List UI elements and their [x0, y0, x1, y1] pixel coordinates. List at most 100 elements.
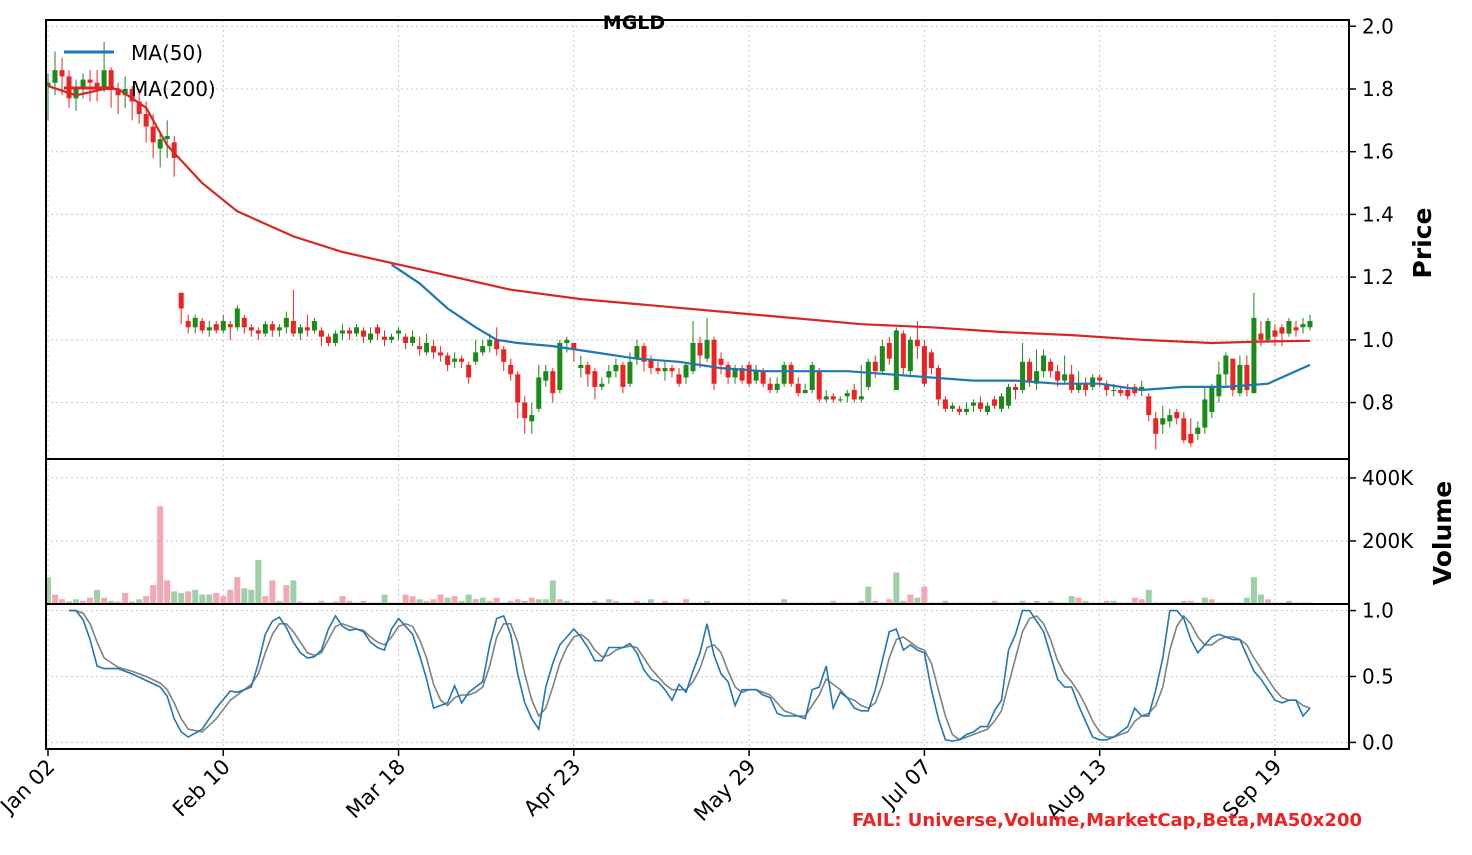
candle-body	[1048, 361, 1054, 372]
volume-bar	[402, 594, 409, 604]
candle-body	[1237, 364, 1243, 394]
volume-bar	[1068, 596, 1075, 604]
candle-body	[536, 377, 542, 409]
candle-body	[150, 126, 156, 143]
volume-bar	[991, 600, 998, 604]
volume-bar	[493, 597, 500, 604]
panel-frame-vol	[45, 458, 1350, 605]
volume-bar	[59, 599, 66, 604]
candle-body	[1300, 324, 1306, 328]
volume-bar	[1187, 600, 1194, 604]
candle-body	[164, 136, 170, 140]
candle-body	[830, 396, 836, 400]
candle-body	[515, 374, 521, 403]
volume-bar	[255, 559, 262, 604]
candle-body	[1244, 364, 1250, 391]
volume-bar	[1138, 599, 1145, 604]
candle-body	[445, 355, 451, 365]
volume-bar	[612, 600, 619, 604]
candle-body	[956, 408, 962, 412]
volume-bar	[80, 600, 87, 604]
candle-body	[725, 364, 731, 378]
candle-body	[1013, 386, 1019, 391]
candle-body	[1034, 371, 1040, 384]
candle-body	[655, 368, 661, 372]
candle-body	[907, 339, 913, 372]
candle-body	[304, 327, 310, 331]
x-tick-label: Jan 02	[0, 755, 60, 820]
volume-bar	[290, 580, 297, 604]
volume-bar	[900, 600, 907, 604]
candle-body	[690, 342, 696, 372]
candle-body	[501, 349, 507, 362]
candle-body	[473, 352, 479, 362]
y-tick-label: 1.8	[1362, 77, 1394, 101]
volume-bar	[157, 506, 164, 604]
candle-body	[984, 405, 990, 412]
volume-bar	[535, 599, 542, 604]
candle-body	[87, 79, 93, 83]
volume-bar	[549, 580, 556, 604]
candle-body	[648, 358, 654, 369]
volume-bar	[1285, 600, 1292, 604]
y-tick-label: 2.0	[1362, 14, 1394, 38]
candle-body	[108, 70, 114, 89]
volume-bar	[1075, 597, 1082, 604]
candle-body	[466, 364, 472, 378]
candle-body	[921, 346, 927, 384]
candle-body	[634, 346, 640, 359]
candle-body	[613, 364, 619, 372]
volume-bar	[1250, 577, 1257, 604]
candle-body	[1251, 317, 1257, 394]
volume-bar	[465, 594, 472, 604]
candle-body	[1027, 361, 1033, 381]
candle-body	[269, 324, 275, 331]
candle-body	[557, 342, 563, 391]
x-tick-label: May 29	[689, 755, 760, 826]
candlesticks	[45, 41, 1313, 450]
volume-bar	[872, 600, 879, 604]
volume-bar	[1243, 597, 1250, 604]
candle-body	[346, 330, 352, 334]
candle-body	[122, 88, 128, 96]
candle-body	[788, 364, 794, 384]
candle-body	[1160, 418, 1166, 425]
candle-body	[992, 399, 997, 406]
y-tick-label: 1.2	[1362, 265, 1394, 289]
volume-bar	[318, 600, 325, 604]
candle-body	[452, 358, 458, 362]
candle-body	[795, 383, 801, 394]
volume-bar	[150, 585, 157, 604]
volume-bar	[276, 600, 283, 604]
volume-bar	[101, 597, 108, 604]
candle-body	[438, 352, 444, 356]
candle-body	[375, 327, 381, 334]
candle-body	[1272, 330, 1278, 337]
candle-body	[879, 346, 885, 372]
volume-bar	[213, 592, 220, 604]
candle-body	[178, 292, 184, 309]
candle-body	[1279, 327, 1285, 334]
x-tick-label: Apr 23	[519, 755, 585, 821]
y-tick-label: 1.4	[1362, 202, 1394, 226]
candle-body	[1125, 390, 1131, 397]
candle-body	[1174, 411, 1180, 419]
y-tick-label: 0.0	[1362, 730, 1394, 754]
volume-bar	[521, 600, 528, 604]
candle-body	[332, 333, 338, 343]
candle-body	[970, 402, 976, 406]
candle-body	[585, 364, 591, 375]
volume-bar	[1110, 600, 1117, 604]
candle-body	[606, 371, 612, 378]
volume-bar	[591, 600, 598, 604]
volume-bar	[647, 599, 654, 604]
candle-body	[227, 324, 233, 328]
candle-body	[1188, 433, 1194, 444]
x-tick-label: Mar 18	[341, 755, 410, 824]
candle-body	[1195, 427, 1201, 434]
candle-body	[185, 321, 191, 328]
volume-bar	[381, 594, 388, 604]
candle-body	[248, 327, 254, 331]
candle-body	[424, 342, 430, 353]
candle-body	[872, 361, 878, 372]
